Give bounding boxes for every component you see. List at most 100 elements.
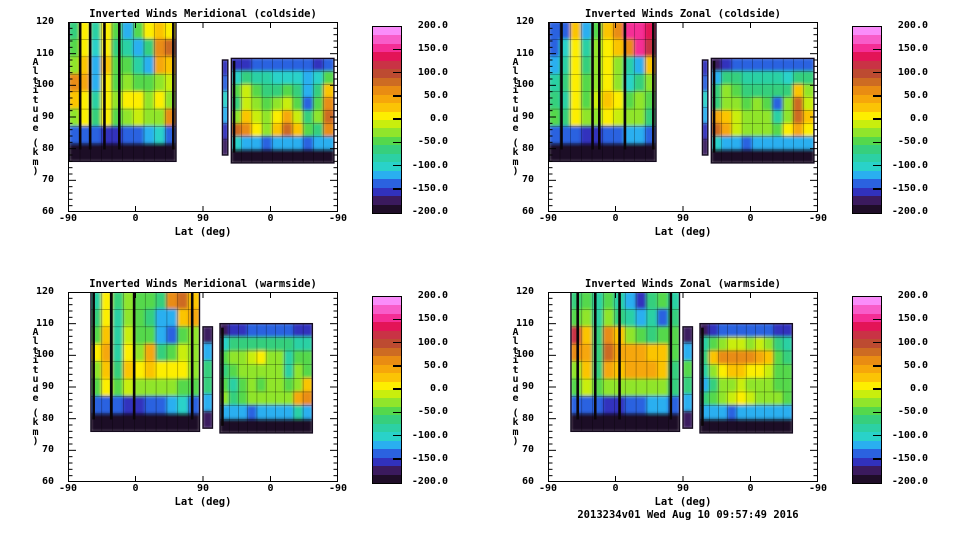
contour-block-outline	[701, 59, 709, 156]
colorbar-band	[373, 179, 401, 188]
contour-lines	[220, 323, 313, 433]
contour-dark-stripe	[172, 22, 175, 150]
colorbar-band	[373, 153, 401, 163]
colorbar-tick-label: -150.0	[411, 182, 448, 194]
colorbar-tick-label: 100.0	[897, 336, 928, 348]
colorbar-tick	[873, 341, 881, 344]
x-tick-label: -90	[328, 213, 348, 224]
colorbar-tick-label: -50.0	[417, 136, 448, 148]
colorbar-band	[373, 94, 401, 104]
colorbar-band	[373, 339, 401, 348]
colorbar-band	[853, 204, 881, 213]
contour-block	[69, 22, 177, 162]
colorbar-band	[853, 94, 881, 104]
x-axis-label: Lat (deg)	[654, 226, 712, 238]
y-tick-label: 120	[515, 286, 534, 297]
y-tick-label: 90	[41, 381, 54, 392]
x-axis-label: Lat (deg)	[174, 226, 232, 238]
contour-lines	[90, 292, 200, 432]
colorbar-band	[373, 423, 401, 433]
colorbar-band	[853, 162, 881, 171]
colorbar-tick-label: 100.0	[897, 66, 928, 78]
y-tick-label: 70	[521, 444, 534, 456]
axes-frame	[68, 22, 338, 212]
colorbar-tick	[873, 71, 881, 74]
colorbar-band	[853, 449, 881, 458]
colorbar-band	[853, 356, 881, 365]
contour-dark-stripe	[576, 292, 579, 420]
y-tick-label: 60	[41, 206, 54, 217]
axes-frame	[68, 292, 338, 482]
colorbar-band	[373, 449, 401, 458]
colorbar-band	[373, 196, 401, 205]
colorbar-band	[853, 35, 881, 44]
y-tick-label: 70	[521, 174, 534, 186]
colorbar-tick	[393, 48, 401, 50]
contour-block	[220, 323, 313, 433]
colorbar-band	[853, 196, 881, 205]
contour-block	[203, 326, 213, 429]
colorbar-band	[853, 170, 881, 180]
colorbar-band	[373, 162, 401, 171]
contour-dark-stripe	[712, 60, 716, 153]
contour-block-outline	[90, 292, 201, 433]
colorbar-tick	[393, 458, 401, 460]
contour-dark-stripe	[652, 22, 655, 150]
contour-plot	[548, 22, 818, 212]
colorbar-band	[853, 305, 881, 314]
contour-dark-stripe	[221, 327, 224, 426]
contour-block	[549, 22, 657, 162]
colorbar-band	[373, 381, 401, 390]
colorbar-tick-label: 50.0	[903, 359, 928, 371]
y-tick-label: 100	[35, 349, 54, 361]
colorbar-tick-label: -50.0	[897, 136, 928, 148]
colorbar-tick	[873, 118, 881, 120]
contour-lines	[203, 326, 213, 429]
axes-frame	[548, 292, 818, 482]
contour-block	[90, 292, 200, 432]
colorbar-band	[853, 423, 881, 433]
x-tick-label: 0	[132, 213, 139, 224]
contour-lines	[570, 292, 680, 432]
colorbar-tick	[873, 141, 881, 143]
contour-plot	[68, 22, 338, 212]
contour-dark-stripe	[78, 22, 82, 150]
colorbar-tick-label: 0.0	[429, 113, 448, 124]
colorbar-band	[373, 128, 401, 137]
colorbar-tick-label: -200.0	[411, 206, 448, 217]
colorbar-band	[373, 432, 401, 441]
x-tick-label: 90	[196, 483, 210, 494]
colorbar-band	[373, 27, 401, 36]
colorbar-band	[373, 69, 401, 78]
colorbar-band	[373, 347, 401, 357]
colorbar-band	[853, 179, 881, 188]
colorbar-band	[373, 364, 401, 374]
timestamp-label: 2013234v01 Wed Aug 10 09:57:49 2016	[577, 509, 799, 521]
colorbar-tick	[873, 411, 881, 413]
colorbar-tick-label: 100.0	[417, 66, 448, 78]
colorbar-band	[853, 398, 881, 407]
colorbar-tick	[393, 118, 401, 120]
y-tick-label: 120	[35, 16, 54, 27]
colorbar-tick-label: 50.0	[903, 89, 928, 101]
colorbar-band	[373, 170, 401, 180]
colorbar-gradient	[852, 296, 882, 484]
colorbar-band	[853, 347, 881, 357]
colorbar-band	[853, 60, 881, 70]
colorbar-tick	[873, 48, 881, 50]
x-tick-label: -90	[538, 483, 558, 494]
x-tick-label: 0	[747, 213, 754, 224]
contour-dark-stripe	[132, 292, 136, 420]
x-tick-label: -90	[58, 213, 78, 224]
contour-dark-stripe	[623, 22, 627, 150]
contour-dark-stripe	[618, 292, 621, 420]
x-tick-label: -90	[808, 483, 828, 494]
colorbar-band	[853, 440, 881, 450]
colorbar-tick	[393, 341, 401, 344]
colorbar-tick-label: -100.0	[411, 159, 448, 171]
colorbar-band	[373, 35, 401, 44]
